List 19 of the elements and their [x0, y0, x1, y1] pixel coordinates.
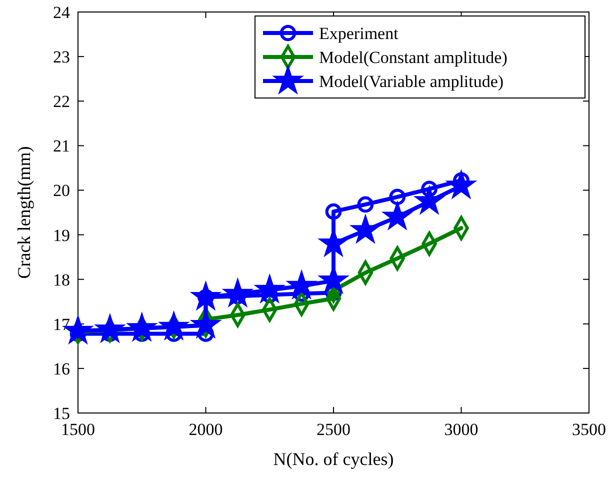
y-tick-label: 20	[53, 181, 70, 200]
y-tick-label: 15	[53, 404, 70, 423]
y-axis-title: Crack length(mm)	[14, 146, 34, 279]
x-tick-label: 2500	[316, 420, 350, 439]
y-tick-label: 19	[53, 226, 70, 245]
legend-label: Experiment	[319, 24, 399, 43]
y-tick-label: 24	[53, 3, 70, 22]
x-tick-label: 1500	[61, 420, 95, 439]
x-axis-title: N(No. of cycles)	[273, 449, 394, 469]
y-tick-label: 22	[53, 92, 70, 112]
legend-label: Model(Constant amplitude)	[319, 48, 508, 67]
legend-label: Model(Variable amplitude)	[319, 72, 504, 91]
y-tick-label: 18	[53, 270, 70, 290]
x-tick-label: 3000	[444, 420, 478, 439]
x-tick-label: 3500	[572, 420, 606, 439]
y-tick-label: 16	[53, 359, 70, 378]
x-tick-label: 2000	[188, 420, 223, 439]
y-tick-label: 23	[53, 48, 70, 67]
y-tick-label: 21	[53, 136, 70, 156]
